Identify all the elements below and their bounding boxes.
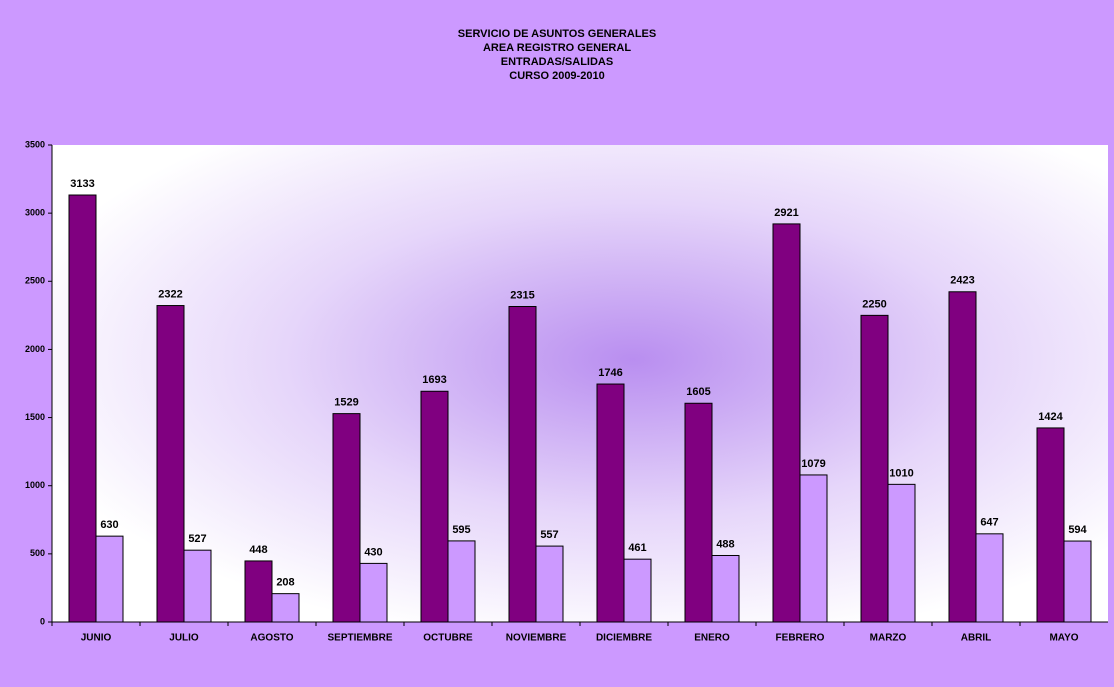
- bar: [887, 483, 916, 623]
- bar: [332, 413, 361, 623]
- bar: [68, 194, 97, 623]
- chart-title: CURSO 2009-2010: [509, 70, 604, 82]
- plot-area: [52, 145, 1108, 622]
- data-label: 1010: [889, 467, 913, 479]
- data-label: 208: [276, 577, 294, 589]
- bar: [948, 291, 977, 623]
- bar: [1036, 427, 1065, 623]
- bar: [156, 305, 185, 623]
- chart-title: ENTRADAS/SALIDAS: [501, 56, 613, 68]
- data-label: 430: [364, 546, 382, 558]
- x-tick-label: JULIO: [169, 633, 199, 644]
- bar: [623, 558, 652, 623]
- y-tick-label: 2000: [25, 344, 45, 354]
- data-label: 630: [100, 519, 118, 531]
- bar: [271, 593, 300, 623]
- y-tick-label: 2500: [25, 276, 45, 286]
- data-label: 488: [716, 538, 734, 550]
- data-label: 594: [1068, 524, 1087, 536]
- x-tick-label: SEPTIEMBRE: [327, 633, 392, 644]
- bar: [447, 540, 476, 623]
- bar: [684, 402, 713, 623]
- x-tick-label: JUNIO: [81, 633, 112, 644]
- x-tick-label: MAYO: [1049, 633, 1078, 644]
- bar: [1063, 540, 1092, 623]
- bar: [95, 535, 124, 623]
- bar: [596, 383, 625, 623]
- bar: [535, 545, 564, 623]
- x-tick-label: NOVIEMBRE: [506, 633, 567, 644]
- data-label: 2322: [158, 288, 182, 300]
- x-tick-label: ABRIL: [961, 633, 992, 644]
- x-tick-label: OCTUBRE: [423, 633, 473, 644]
- data-label: 1079: [801, 458, 825, 470]
- data-label: 2315: [510, 289, 534, 301]
- data-label: 2423: [950, 275, 974, 287]
- bar: [711, 554, 740, 623]
- x-tick-label: MARZO: [870, 633, 907, 644]
- data-label: 1746: [598, 367, 622, 379]
- data-label: 1424: [1038, 411, 1063, 423]
- x-tick-label: DICIEMBRE: [596, 633, 652, 644]
- x-tick-label: ENERO: [694, 633, 730, 644]
- y-tick-label: 0: [40, 616, 45, 626]
- bar: [420, 390, 449, 623]
- x-tick-label: FEBRERO: [776, 633, 825, 644]
- bar: [183, 549, 212, 623]
- bar: [975, 533, 1004, 623]
- data-label: 448: [249, 544, 267, 556]
- y-tick-label: 3000: [25, 208, 45, 218]
- bar: [508, 305, 537, 623]
- data-label: 1693: [422, 374, 446, 386]
- bar: [799, 474, 828, 623]
- y-tick-label: 500: [30, 548, 45, 558]
- data-label: 527: [188, 533, 206, 545]
- bar: [772, 223, 801, 623]
- x-tick-label: AGOSTO: [250, 633, 293, 644]
- data-label: 2921: [774, 207, 798, 219]
- y-tick-label: 1500: [25, 412, 45, 422]
- bar: [244, 560, 273, 623]
- data-label: 595: [452, 524, 470, 536]
- data-label: 2250: [862, 298, 886, 310]
- data-label: 1605: [686, 386, 710, 398]
- chart-title: AREA REGISTRO GENERAL: [483, 42, 631, 54]
- y-tick-label: 1000: [25, 480, 45, 490]
- data-label: 461: [628, 542, 646, 554]
- data-label: 647: [980, 517, 998, 529]
- y-tick-label: 3500: [25, 139, 45, 149]
- bar: [860, 314, 889, 623]
- data-label: 557: [540, 529, 558, 541]
- data-label: 1529: [334, 397, 358, 409]
- chart-title: SERVICIO DE ASUNTOS GENERALES: [458, 28, 656, 40]
- bar: [359, 562, 388, 623]
- data-label: 3133: [70, 178, 94, 190]
